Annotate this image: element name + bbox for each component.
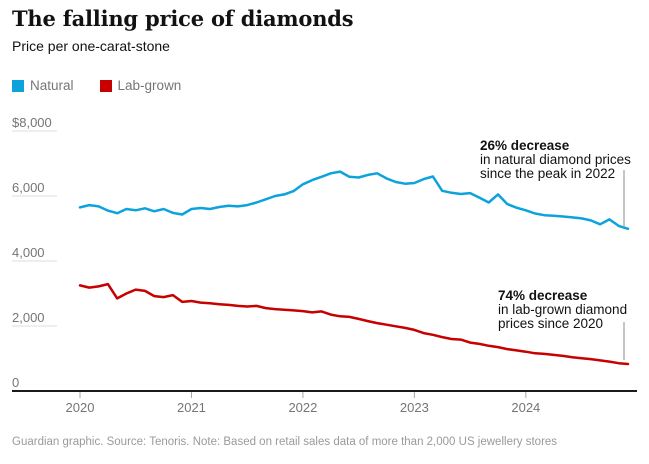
legend-label-lab-grown: Lab-grown (117, 78, 182, 93)
y-axis-tick-label: 0 (12, 375, 19, 390)
y-axis-tick-label: 4,000 (12, 245, 45, 260)
y-axis-tick-label: 6,000 (12, 180, 45, 195)
natural-price-line (78, 170, 630, 231)
x-axis-tick-label: 2022 (288, 400, 317, 415)
chart-legend: Natural Lab-grown (12, 78, 181, 93)
annotation-lab-grown-decrease: 74% decrease in lab-grown diamond prices… (498, 289, 627, 331)
y-axis-tick-label: $8,000 (12, 115, 52, 130)
lab-grown-swatch-icon (99, 79, 112, 92)
annotation-natural-line3: since the peak in 2022 (480, 166, 616, 181)
y-axis-tick-label: 2,000 (12, 310, 45, 325)
natural-swatch-icon (12, 79, 24, 92)
chart-title: The falling price of diamonds (12, 6, 354, 31)
annotation-natural-decrease: 26% decrease in natural diamond prices s… (480, 139, 631, 181)
line-chart-plot-area: $8,000 6,000 4,000 2,000 0 2020 2021 2022 2023 20… (12, 115, 637, 415)
legend-item-natural: Natural (12, 78, 74, 93)
chart-subtitle: Price per one-carat-stone (12, 38, 170, 54)
x-axis-tick-label: 2023 (400, 400, 429, 415)
annotation-lab-grown-line2: in lab-grown diamond (498, 302, 628, 317)
legend-label-natural: Natural (30, 78, 74, 93)
lab-grown-price-line (78, 282, 630, 366)
annotation-natural-headline: 26% decrease (480, 138, 570, 153)
legend-item-lab-grown: Lab-grown (99, 78, 182, 93)
x-axis-tick-label: 2024 (511, 400, 540, 415)
annotation-natural-line2: in natural diamond prices (480, 152, 631, 167)
source-note: Guardian graphic. Source: Tenoris. Note:… (12, 436, 558, 448)
x-axis-tick-label: 2021 (177, 400, 206, 415)
x-axis-tick-label: 2020 (66, 400, 95, 415)
annotation-lab-grown-line3: prices since 2020 (498, 316, 604, 331)
annotation-lab-grown-headline: 74% decrease (498, 288, 588, 303)
